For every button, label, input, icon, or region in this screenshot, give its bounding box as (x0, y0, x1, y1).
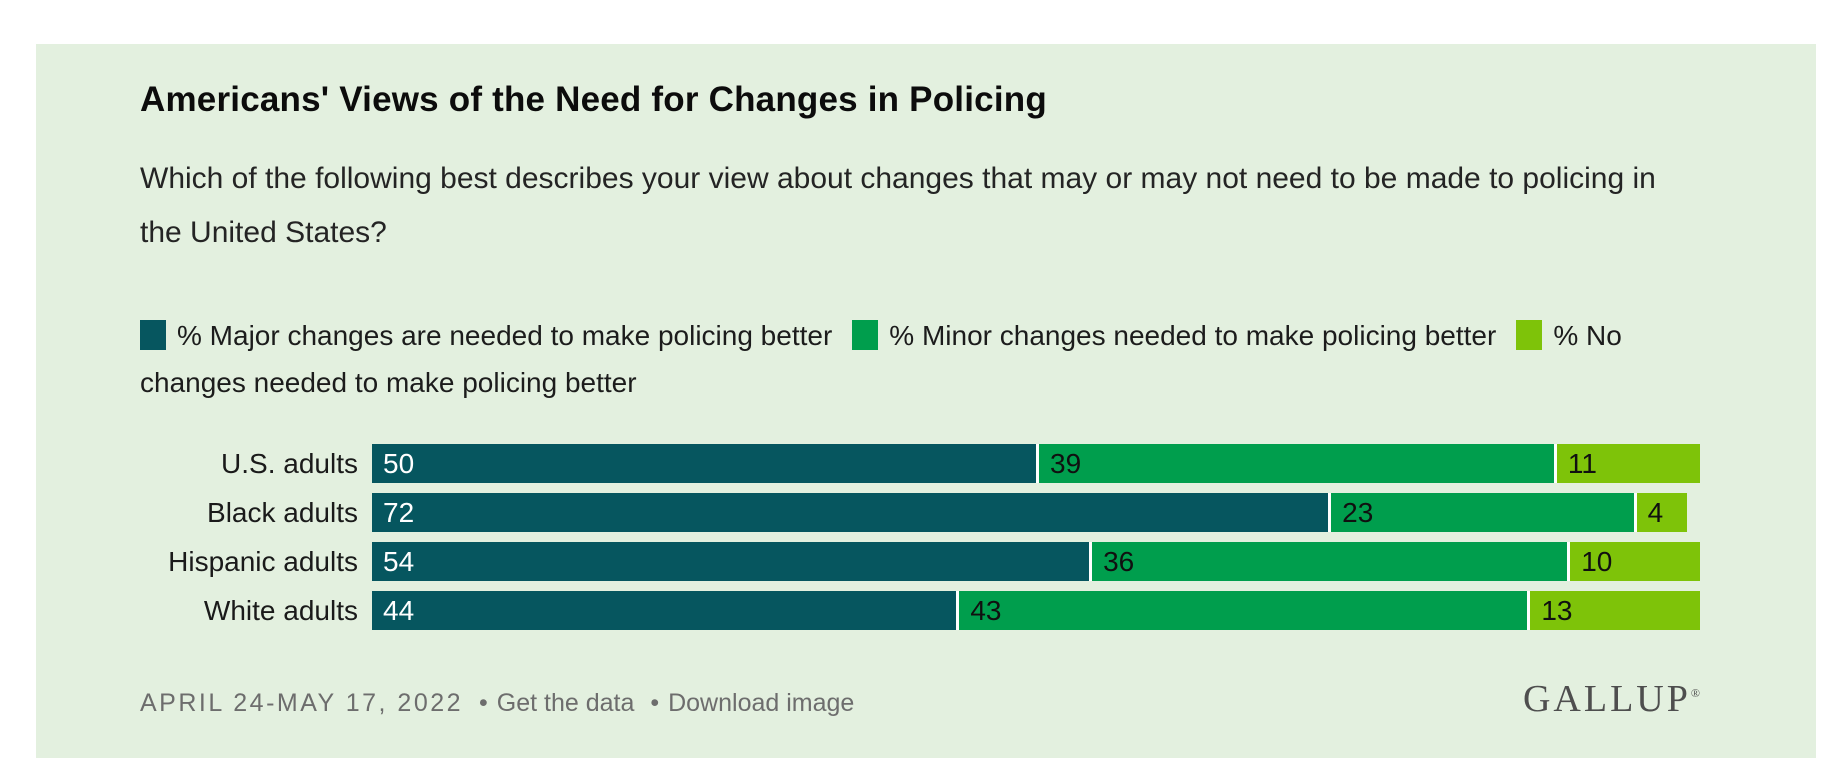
bar-value: 36 (1103, 545, 1135, 577)
footer: APRIL 24-MAY 17, 2022 • Get the data • Dow… (140, 674, 1700, 718)
bar-row: Black adults 72 23 4 (140, 493, 1700, 532)
legend-label: % Major changes are needed to make polic… (177, 320, 833, 351)
bar-track: 72 23 4 (372, 493, 1700, 532)
bar-segment-minor: 23 (1328, 493, 1634, 532)
bullet-separator: • (479, 689, 488, 717)
bar-value: 13 (1541, 594, 1573, 626)
bar-segment-major: 54 (372, 542, 1090, 581)
bar-value: 23 (1342, 496, 1374, 528)
bar-segment-major: 44 (372, 591, 957, 630)
bar-row: White adults 44 43 13 (140, 591, 1700, 630)
bar-segment-major: 50 (372, 444, 1036, 483)
legend-swatch-minor (852, 320, 879, 350)
bar-row: U.S. adults 50 39 11 (140, 444, 1700, 483)
bar-chart: U.S. adults 50 39 11 Black adults 72 23 4 Hispan… (140, 444, 1700, 630)
bar-segment-none: 4 (1633, 493, 1687, 532)
date-label: APRIL 24-MAY 17, 2022 (140, 689, 464, 717)
gallup-logo: GALLUP® (1522, 678, 1700, 720)
bar-track: 54 36 10 (372, 542, 1700, 581)
chart-title: Americans' Views of the Need for Changes… (140, 80, 1047, 119)
bar-row: Hispanic adults 54 36 10 (140, 542, 1700, 581)
category-label: Black adults (207, 496, 358, 528)
legend-label: % No changes needed to make policing bet… (140, 320, 1622, 398)
bar-segment-none: 13 (1527, 591, 1700, 630)
bar-value: 44 (383, 594, 415, 626)
legend-item-major: % Major changes are needed to make polic… (140, 320, 832, 351)
bar-value: 43 (970, 594, 1002, 626)
bar-segment-minor: 36 (1089, 542, 1568, 581)
bar-track: 44 43 13 (372, 591, 1700, 630)
category-label: White adults (203, 594, 358, 626)
bullet-separator: • (650, 689, 660, 717)
chart-subtitle: Which of the following best describes yo… (140, 162, 1656, 249)
legend: % Major changes are needed to make polic… (140, 312, 1700, 406)
bar-segment-none: 11 (1553, 444, 1700, 483)
bar-track: 50 39 11 (372, 444, 1700, 483)
legend-label: % Minor changes needed to make policing … (889, 320, 1497, 351)
bar-value: 54 (383, 545, 415, 577)
category-label: Hispanic adults (168, 545, 358, 577)
get-data-link[interactable]: Get the data (496, 689, 635, 717)
bar-segment-major: 72 (372, 493, 1329, 532)
category-label: U.S. adults (221, 447, 358, 479)
bar-value: 11 (1567, 447, 1597, 479)
bar-value: 10 (1581, 545, 1613, 577)
legend-item-minor: % Minor changes needed to make policing … (852, 320, 1496, 351)
download-image-link[interactable]: Download image (668, 689, 855, 717)
legend-swatch-major (140, 320, 166, 350)
registered-mark: ® (1690, 686, 1700, 700)
chart-card: Americans' Views of the Need for Changes… (36, 44, 1816, 758)
bar-value: 4 (1647, 496, 1664, 528)
bar-value: 72 (383, 496, 415, 528)
footer-meta: APRIL 24-MAY 17, 2022 • Get the data • Dow… (140, 689, 854, 718)
bar-segment-none: 10 (1567, 542, 1700, 581)
bar-value: 50 (383, 447, 415, 479)
bar-value: 39 (1050, 447, 1082, 479)
legend-swatch-none (1516, 320, 1543, 350)
bar-segment-minor: 43 (956, 591, 1528, 630)
bar-segment-minor: 39 (1036, 444, 1554, 483)
legend-item-none: % No changes needed to make policing bet… (140, 320, 1622, 398)
